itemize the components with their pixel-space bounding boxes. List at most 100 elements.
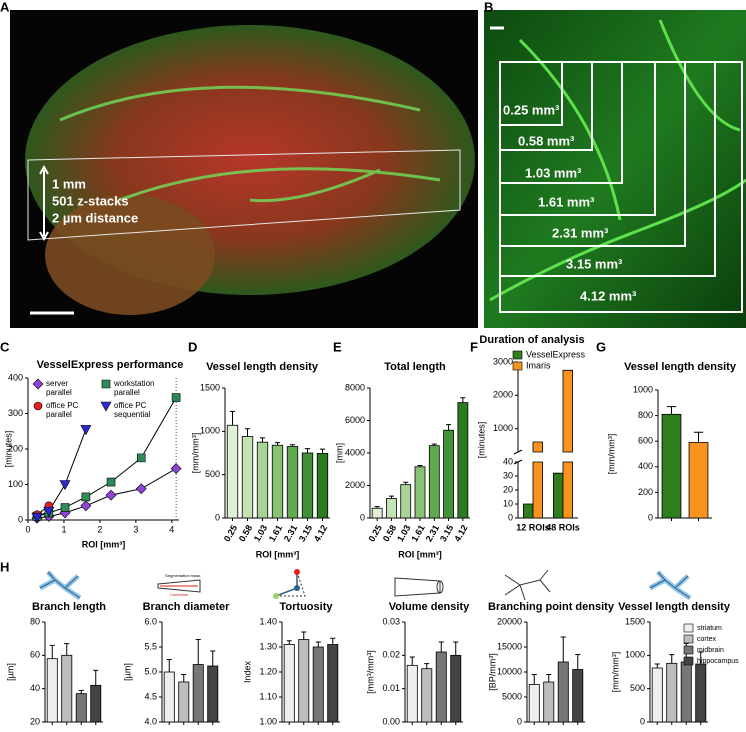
bar [428, 445, 440, 519]
line [36, 429, 87, 518]
x-tick-label: 3 [133, 524, 138, 534]
legend-marker [33, 401, 43, 411]
bar [61, 654, 73, 723]
bar [46, 658, 58, 723]
error-bar [301, 631, 307, 640]
x-axis-label: ROI [mm³] [398, 549, 442, 559]
legend-label: workstation parallel [113, 379, 154, 397]
bar [443, 429, 454, 519]
x-tick-label: 3.15 [438, 523, 455, 543]
y-tick-label: 40 [30, 683, 40, 693]
error-bar [330, 637, 336, 645]
y-axis-label: [BP/mm³] [487, 653, 497, 691]
point [59, 480, 71, 491]
x-tick-label: 1.03 [395, 523, 412, 543]
x-tick-label: 1.61 [267, 523, 284, 543]
image-label: 2.31 mm³ [552, 225, 609, 240]
x-tick-label: 4 [169, 524, 174, 534]
bar [450, 654, 462, 723]
y-tick-label: 10000 [497, 666, 522, 676]
error-bar [286, 640, 292, 645]
y-tick-label: 0.03 [382, 616, 400, 626]
icon-label: Segmentation mask [165, 573, 200, 578]
axis-break [513, 449, 523, 465]
bar [312, 646, 324, 723]
error-bar [531, 674, 537, 685]
x-tick-label: 0 [25, 524, 30, 534]
y-tick-label: 20000 [497, 616, 522, 626]
y-axis-label: [µm] [5, 663, 15, 681]
bar [90, 684, 102, 723]
image-label: 0.25 mm³ [503, 102, 560, 117]
error-bar [315, 641, 321, 647]
y-axis-label: [mm/mm³] [610, 652, 620, 693]
y-axis-label: [mm³/mm³] [365, 650, 375, 693]
y-axis-label: [mm/mm³] [190, 433, 200, 474]
chart-title: Total length [384, 361, 446, 373]
y-axis-label: [µm] [122, 663, 132, 681]
x-tick-label: 0.58 [381, 523, 398, 543]
error-bar [49, 644, 55, 659]
legend-marker [101, 379, 111, 389]
x-tick-label: 1 [61, 524, 66, 534]
y-axis-label: [minutes] [476, 422, 486, 459]
legend-marker [100, 401, 112, 412]
image-label: 3.15 mm³ [566, 256, 623, 271]
point [43, 506, 55, 517]
error-bar [669, 654, 675, 664]
bar [562, 369, 573, 519]
y-tick-label: 1000 [493, 423, 513, 433]
panel-label: A [0, 0, 10, 14]
y-axis-label: Index [242, 660, 252, 683]
y-tick-label: 1.10 [259, 691, 277, 701]
y-tick-label: 5000 [502, 691, 522, 701]
y-tick-label: 0 [517, 716, 522, 726]
x-tick-label: 0.25 [367, 523, 384, 543]
error-bar [274, 442, 281, 446]
point [31, 512, 43, 523]
error-bar [666, 406, 677, 415]
y-tick-label: 1.40 [259, 616, 277, 626]
bar [661, 413, 682, 519]
y-tick-label: 1000 [633, 384, 653, 394]
x-tick-label: 1.03 [252, 523, 269, 543]
error-bar [259, 437, 266, 443]
bar [298, 639, 310, 723]
y-tick-label: 2000 [345, 480, 365, 490]
error-bar [409, 656, 415, 666]
y-tick-label: 200 [8, 443, 23, 453]
legend-label: midbrain [697, 647, 724, 654]
chart-title: Vessel length density [618, 601, 731, 613]
point [80, 425, 92, 436]
error-bar [64, 643, 70, 656]
legend-label: VesselExpress [526, 349, 586, 359]
y-tick-label: 4000 [345, 447, 365, 457]
bar [651, 667, 663, 723]
panel-label: E [333, 339, 342, 354]
bar [414, 466, 426, 519]
image-label: 501 z-stacks [52, 193, 129, 208]
y-tick-label: 300 [8, 408, 23, 418]
y-tick-label: 20 [30, 716, 40, 726]
point [80, 500, 92, 512]
x-tick-label: 48 ROIs [546, 522, 580, 532]
image-label: 2 µm distance [52, 210, 138, 225]
legend-label: Imaris [526, 360, 551, 370]
error-bar [166, 659, 172, 672]
y-tick-label: 0 [648, 512, 653, 522]
bar [241, 436, 254, 519]
bar [557, 661, 569, 723]
image-label: 1.03 mm³ [525, 165, 582, 180]
y-axis-label: [mm] [334, 443, 344, 463]
axis [27, 378, 179, 521]
bar [666, 662, 678, 723]
y-tick-label: 0.02 [382, 650, 400, 660]
bar [386, 498, 397, 519]
error-bar [424, 663, 430, 669]
bar [532, 441, 543, 519]
chart-title: Branch diameter [143, 601, 231, 613]
x-tick-label: 2 [97, 524, 102, 534]
panel-label: F [470, 339, 478, 354]
legend-label: office PC sequential [114, 401, 151, 419]
error-bar [319, 448, 326, 454]
